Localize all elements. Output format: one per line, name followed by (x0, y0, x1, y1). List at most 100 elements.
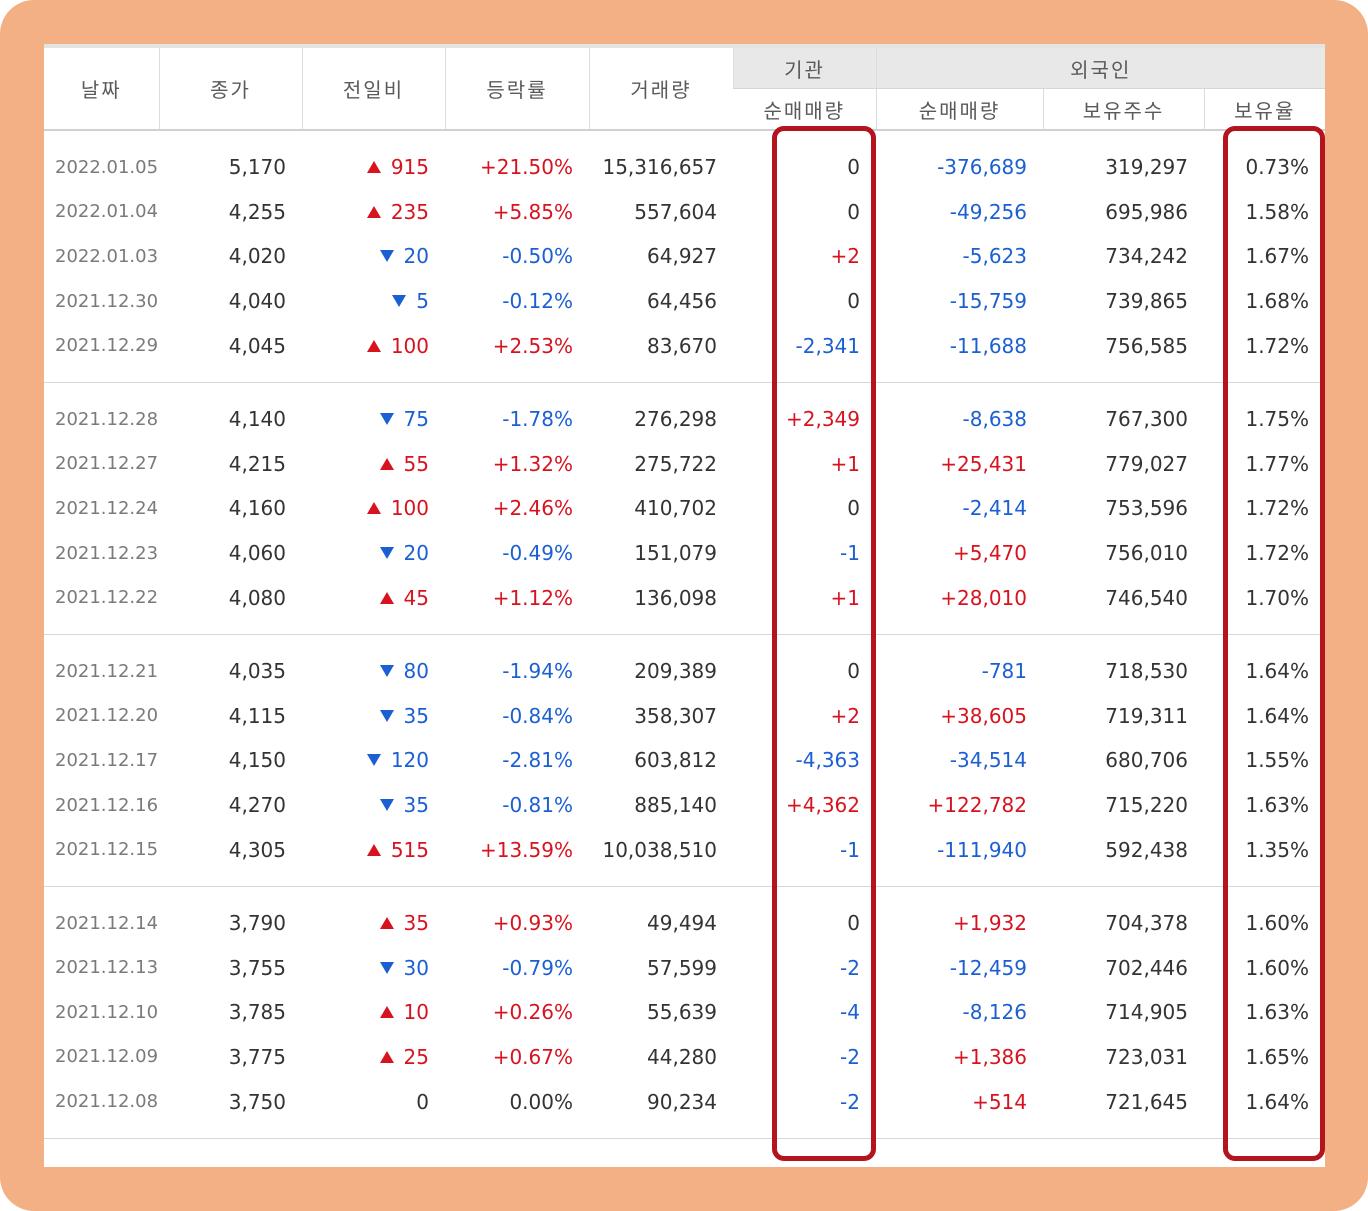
header-inst-net: 순매매량 (733, 88, 876, 131)
cell-foreign-net: -12,459 (949, 955, 1027, 980)
cell-date: 2021.12.15 (55, 839, 159, 861)
cell-volume: 276,298 (634, 407, 717, 432)
cell-foreign-ratio: 1.72% (1245, 541, 1310, 566)
table-row: 2021.12.29 4,045 100 +2.53% 83,670 -2,341 -11,… (44, 323, 1325, 368)
cell-inst-net: -4,363 (795, 748, 860, 773)
cell-volume: 151,079 (634, 541, 717, 566)
cell-foreign-net: -5,623 (962, 244, 1027, 269)
cell-volume: 358,307 (634, 703, 717, 728)
header-foreign-net: 순매매량 (875, 88, 1043, 131)
cell-date: 2021.12.23 (55, 542, 159, 564)
cell-change: 20 (302, 531, 445, 576)
cell-change: 35 (302, 694, 445, 739)
cell-volume: 55,639 (647, 1000, 717, 1025)
cell-date: 2022.01.05 (55, 156, 159, 178)
cell-foreign-ratio: 1.75% (1245, 407, 1310, 432)
cell-volume: 136,098 (634, 585, 717, 610)
cell-inst-net: +2,349 (785, 407, 860, 432)
cell-foreign-ratio: 1.55% (1245, 748, 1310, 773)
cell-foreign-shares: 779,027 (1105, 451, 1188, 476)
cell-close: 3,755 (228, 955, 286, 980)
cell-volume: 83,670 (647, 333, 717, 358)
table-row: 2022.01.05 5,170 915 +21.50% 15,316,657 0 -376… (44, 145, 1325, 190)
down-arrow-icon (379, 709, 394, 722)
table-row: 2021.12.10 3,785 10 +0.26% 55,639 -4 -8,126 714… (44, 990, 1325, 1035)
cell-close: 4,255 (228, 199, 286, 224)
cell-foreign-net: +25,431 (940, 451, 1027, 476)
cell-foreign-net: -2,414 (962, 496, 1027, 521)
cell-volume: 603,812 (634, 748, 717, 773)
trading-table-panel: 날짜 종가 전일비 등락률 거래량 기관 외국인 순매매량 순매매량 보유주수 … (44, 44, 1325, 1167)
cell-date: 2022.01.03 (55, 245, 159, 267)
cell-foreign-shares: 704,378 (1105, 911, 1188, 936)
cell-volume: 49,494 (647, 911, 717, 936)
up-arrow-icon (366, 161, 381, 174)
cell-foreign-net: +1,386 (952, 1044, 1027, 1069)
cell-volume: 410,702 (634, 496, 717, 521)
group-spacer (44, 382, 1325, 397)
cell-rate: -0.50% (502, 244, 573, 269)
cell-foreign-net: +38,605 (940, 703, 1027, 728)
group-spacer (44, 130, 1325, 145)
cell-rate: +2.53% (492, 333, 573, 358)
cell-rate: -1.94% (502, 659, 573, 684)
cell-close: 4,270 (228, 793, 286, 818)
cell-foreign-shares: 718,530 (1105, 659, 1188, 684)
cell-change: 35 (302, 783, 445, 828)
cell-foreign-ratio: 1.60% (1245, 955, 1310, 980)
cell-close: 4,150 (228, 748, 286, 773)
header-institution: 기관 (732, 48, 876, 89)
up-arrow-icon (379, 1050, 394, 1063)
cell-change: 10 (302, 990, 445, 1035)
cell-volume: 90,234 (647, 1089, 717, 1114)
cell-volume: 557,604 (634, 199, 717, 224)
cell-date: 2021.12.24 (55, 497, 159, 519)
cell-foreign-ratio: 0.73% (1245, 155, 1310, 180)
change-value: 20 (403, 541, 429, 566)
cell-volume: 10,038,510 (602, 837, 717, 862)
down-arrow-icon (379, 665, 394, 678)
change-value: 35 (403, 703, 429, 728)
up-arrow-icon (366, 205, 381, 218)
table-row: 2021.12.30 4,040 5 -0.12% 64,456 0 -15,759 739,… (44, 279, 1325, 324)
cell-foreign-net: -34,514 (949, 748, 1027, 773)
change-value: 20 (403, 244, 429, 269)
down-arrow-icon (366, 754, 381, 767)
table-row: 2021.12.14 3,790 35 +0.93% 49,494 0 +1,932 704,… (44, 901, 1325, 946)
cell-rate: -1.78% (502, 407, 573, 432)
cell-foreign-shares: 715,220 (1105, 793, 1188, 818)
cell-rate: +5.85% (492, 199, 573, 224)
cell-date: 2021.12.16 (55, 794, 159, 816)
change-value: 100 (390, 496, 429, 521)
header-change: 전일비 (301, 48, 445, 131)
cell-change: 45 (302, 575, 445, 620)
change-value: 235 (390, 199, 429, 224)
cell-change: 100 (302, 486, 445, 531)
cell-volume: 57,599 (647, 955, 717, 980)
table-row: 2021.12.23 4,060 20 -0.49% 151,079 -1 +5,470 75… (44, 531, 1325, 576)
table-row: 2021.12.22 4,080 45 +1.12% 136,098 +1 +28,010 7… (44, 575, 1325, 620)
cell-close: 3,785 (228, 1000, 286, 1025)
change-value: 0 (416, 1089, 429, 1114)
table-body: 2022.01.05 5,170 915 +21.50% 15,316,657 0 -376… (44, 130, 1325, 1139)
change-value: 75 (403, 407, 429, 432)
cell-close: 3,750 (228, 1089, 286, 1114)
table-row: 2021.12.16 4,270 35 -0.81% 885,140 +4,362 +122… (44, 783, 1325, 828)
cell-inst-net: -2 (840, 1089, 860, 1114)
cell-foreign-shares: 592,438 (1105, 837, 1188, 862)
cell-foreign-net: -15,759 (949, 289, 1027, 314)
cell-close: 4,035 (228, 659, 286, 684)
top-border (44, 44, 1325, 48)
cell-foreign-net: -781 (981, 659, 1027, 684)
cell-foreign-shares: 695,986 (1105, 199, 1188, 224)
down-arrow-icon (379, 250, 394, 263)
group-divider (44, 871, 1325, 887)
down-arrow-icon (379, 799, 394, 812)
cell-change: 0 (302, 1079, 445, 1124)
cell-foreign-ratio: 1.72% (1245, 496, 1310, 521)
cell-rate: +1.12% (492, 585, 573, 610)
cell-foreign-shares: 739,865 (1105, 289, 1188, 314)
up-arrow-icon (379, 457, 394, 470)
cell-inst-net: +2 (830, 703, 860, 728)
cell-volume: 44,280 (647, 1044, 717, 1069)
